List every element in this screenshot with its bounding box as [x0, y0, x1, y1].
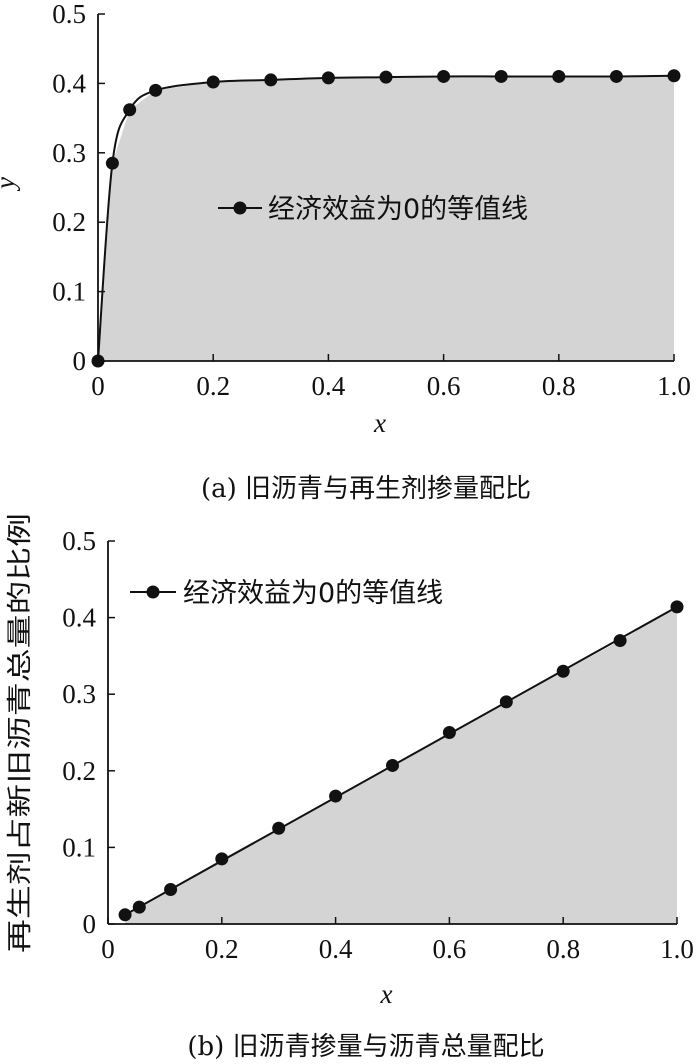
x-axis-label: x: [373, 408, 386, 438]
y-tick-label: 0.3: [52, 138, 86, 168]
data-point: [105, 156, 119, 170]
data-point: [149, 83, 163, 97]
y-tick-label: 0.1: [52, 277, 86, 307]
y-tick-label: 0.3: [62, 679, 96, 709]
y-tick-label: 0.2: [52, 207, 86, 237]
data-point: [499, 695, 513, 709]
y-tick-label: 0.2: [62, 756, 96, 786]
shaded-area: [125, 606, 677, 924]
y-tick-label: 0: [83, 909, 97, 939]
data-point: [379, 70, 393, 84]
figure-caption: (a) 旧沥青与再生剂掺量配比: [201, 474, 531, 504]
data-point: [552, 69, 566, 83]
data-point: [609, 69, 623, 83]
data-point: [118, 908, 132, 922]
y-tick-label: 0.5: [52, 0, 86, 29]
data-point: [386, 758, 399, 772]
legend-label: 经济效益为0的等值线: [268, 194, 528, 225]
legend-marker: [146, 585, 160, 599]
x-tick-label: 0.6: [433, 934, 467, 964]
x-tick-label: 0.2: [205, 934, 239, 964]
shaded-area: [98, 75, 674, 362]
data-point: [437, 69, 451, 83]
y-axis-label: 再生剂占新旧沥青总量的比例: [5, 513, 34, 953]
data-point: [670, 600, 684, 614]
y-tick-label: 0: [73, 346, 87, 376]
data-point: [123, 103, 137, 117]
data-point: [556, 664, 570, 678]
data-point: [494, 69, 508, 83]
y-tick-label: 0.1: [62, 832, 96, 862]
data-point: [272, 821, 286, 835]
y-axis-label: y: [0, 177, 20, 192]
data-point: [206, 75, 220, 89]
x-tick-label: 0.4: [319, 934, 353, 964]
data-point: [321, 71, 335, 85]
legend-marker: [233, 201, 247, 215]
chart-panel-a: 0 0.2 0.4 0.6 0.8 1.0 0 0.1 0.2 0.3 0.4 0.5 x y 经济效益为0…: [0, 0, 691, 504]
data-point: [667, 69, 681, 83]
x-tick-label: 0.8: [542, 371, 576, 401]
y-tick-label: 0.5: [62, 526, 96, 556]
data-point: [132, 900, 146, 914]
x-tick-label: 0.4: [312, 371, 346, 401]
x-tick-label: 0: [101, 934, 115, 964]
series-line: [124, 606, 678, 916]
y-tick-label: 0.4: [62, 603, 96, 633]
data-point: [264, 73, 278, 87]
data-point: [215, 852, 229, 866]
x-tick-label: 1.0: [657, 371, 691, 401]
y-tick-label: 0.4: [52, 68, 86, 98]
x-tick-label: 0: [91, 371, 105, 401]
data-point: [329, 789, 343, 803]
legend-label: 经济效益为0的等值线: [183, 578, 443, 609]
x-tick-label: 0.8: [546, 934, 580, 964]
data-point: [164, 883, 178, 897]
data-point: [613, 634, 627, 648]
x-axis-label: x: [380, 979, 393, 1009]
data-point: [442, 726, 456, 739]
x-tick-label: 1.0: [660, 934, 694, 964]
chart-panel-b: 0 0.2 0.4 0.6 0.8 1.0 0 0.1 0.2 0.3 0.4 0.5 x 再生剂占新旧沥…: [5, 513, 694, 1062]
figure-caption: (b) 旧沥青掺量与沥青总量配比: [187, 1032, 544, 1062]
x-tick-label: 0.6: [427, 371, 461, 401]
x-tick-label: 0.2: [196, 371, 230, 401]
